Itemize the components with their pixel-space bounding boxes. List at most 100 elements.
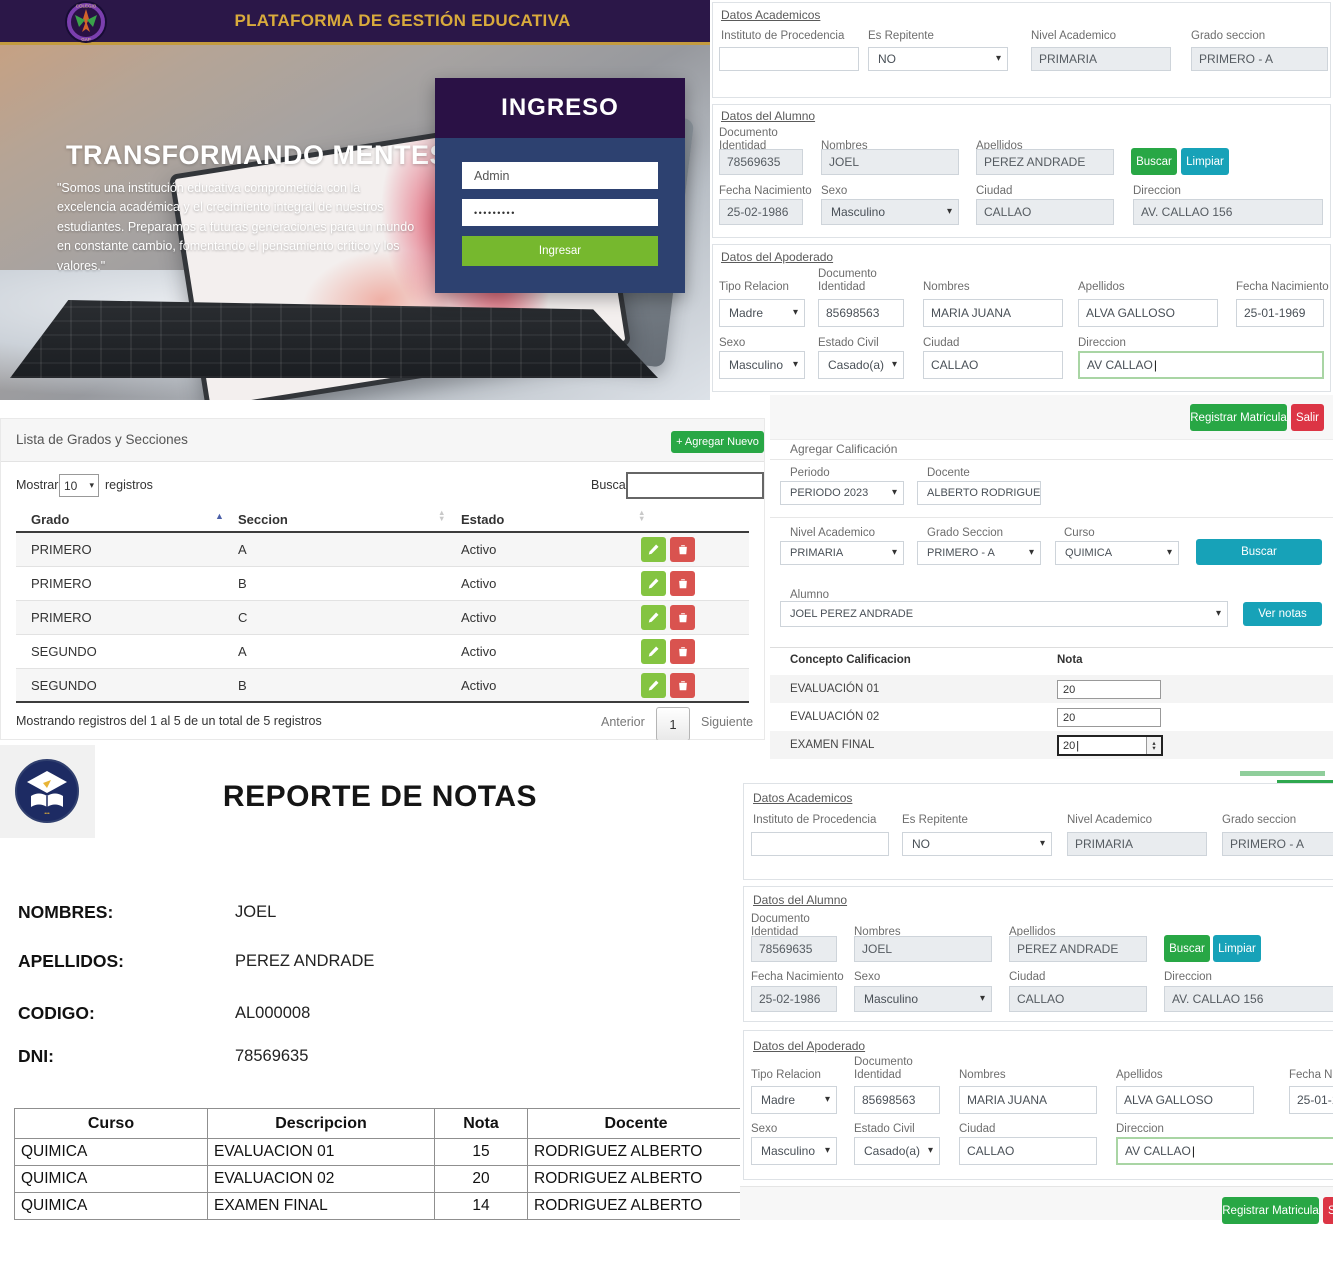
es-repitente-select[interactable]: NO ▾: [868, 47, 1008, 71]
report-col-header: Nota: [435, 1109, 528, 1139]
sort-asc-icon[interactable]: ▲: [215, 511, 224, 521]
divider: [770, 459, 1333, 460]
alumno-select[interactable]: JOEL PEREZ ANDRADE ▾: [780, 601, 1228, 627]
password-input[interactable]: [462, 199, 658, 226]
report-cell: 14: [435, 1193, 528, 1220]
spinner-up-icon[interactable]: ▴: [1152, 739, 1156, 747]
instituto-procedencia-input[interactable]: [719, 47, 859, 71]
salir-button[interactable]: Salir: [1323, 1197, 1333, 1224]
report-field-label: CODIGO:: [18, 1003, 95, 1023]
cell-seccion: B: [238, 576, 247, 591]
cell-seccion: C: [238, 610, 248, 625]
sort-both-icon[interactable]: ▲ ▼: [438, 508, 446, 523]
field-label: Direccion: [1133, 185, 1181, 197]
trash-icon: [678, 613, 687, 623]
username-input[interactable]: [462, 162, 658, 189]
buscar-button[interactable]: Buscar: [1196, 539, 1322, 565]
docente-select[interactable]: ALBERTO RODRIGUEZ ▾: [917, 481, 1041, 505]
matricula-form-top: Datos Academicos Instituto de Procedenci…: [710, 0, 1333, 398]
es-repitente-select[interactable]: NO ▾: [902, 832, 1052, 856]
sexo-select[interactable]: Masculino ▾: [854, 986, 992, 1012]
select-value: Masculino: [864, 992, 919, 1006]
documento-identidad-input[interactable]: [751, 936, 837, 962]
column-header-seccion[interactable]: Seccion: [238, 512, 288, 527]
apoderado-apellidos-input[interactable]: [1078, 299, 1218, 327]
tipo-relacion-select[interactable]: Madre ▾: [751, 1086, 837, 1114]
curso-select[interactable]: QUIMICA ▾: [1055, 541, 1179, 565]
sort-both-icon[interactable]: ▲ ▼: [638, 508, 646, 523]
apoderado-documento-input[interactable]: [854, 1086, 940, 1114]
periodo-select[interactable]: PERIODO 2023 ▾: [780, 481, 904, 505]
delete-button[interactable]: [670, 537, 695, 562]
edit-button[interactable]: [641, 537, 666, 562]
nota-input[interactable]: [1057, 708, 1161, 727]
field-label: Fecha Nacimiento: [719, 185, 812, 197]
estado-civil-select[interactable]: Casado(a) ▾: [818, 351, 904, 379]
buscar-button[interactable]: Buscar: [1164, 935, 1210, 962]
hero-quote: "Somos una institución educativa comprom…: [57, 181, 415, 273]
edit-button[interactable]: [641, 673, 666, 698]
add-new-button[interactable]: + Agregar Nuevo: [671, 431, 764, 453]
report-title: REPORTE DE NOTAS: [222, 780, 538, 813]
search-input[interactable]: [626, 472, 764, 499]
documento-identidad-input[interactable]: [719, 149, 803, 175]
apoderado-ciudad-input[interactable]: [959, 1137, 1097, 1165]
delete-button[interactable]: [670, 639, 695, 664]
registrar-matricula-button[interactable]: Registrar Matricula: [1190, 404, 1287, 431]
ver-notas-button[interactable]: Ver notas: [1243, 602, 1322, 626]
apoderado-apellidos-input[interactable]: [1116, 1086, 1254, 1114]
column-header-grado[interactable]: Grado: [31, 512, 70, 527]
pagination-next[interactable]: Siguiente: [701, 715, 754, 729]
apoderado-nombres-input[interactable]: [923, 299, 1063, 327]
apoderado-ciudad-input[interactable]: [923, 351, 1063, 379]
page-size-select[interactable]: 10 ▾: [59, 474, 99, 497]
edit-button[interactable]: [641, 605, 666, 630]
column-header-nota: Nota: [1057, 654, 1083, 666]
grado-seccion-select[interactable]: PRIMERO - A ▾: [917, 541, 1041, 565]
cell-concepto: EVALUACIÓN 02: [790, 711, 880, 723]
delete-button[interactable]: [670, 673, 695, 698]
apoderado-direccion-input[interactable]: AV CALLAO |: [1116, 1137, 1333, 1165]
section-title: Datos Academicos: [721, 8, 821, 22]
apoderado-direccion-input[interactable]: AV CALLAO |: [1078, 351, 1324, 379]
apoderado-sexo-select[interactable]: Masculino ▾: [751, 1137, 837, 1165]
apoderado-fecha-input[interactable]: [1289, 1086, 1333, 1114]
apoderado-documento-input[interactable]: [818, 299, 904, 327]
buscar-button[interactable]: Buscar: [1131, 148, 1177, 175]
nivel-academico-input: [1067, 832, 1207, 856]
report-field-value: JOEL: [235, 903, 277, 921]
pagination-page-1[interactable]: 1: [656, 707, 690, 741]
pagination-prev[interactable]: Anterior: [601, 715, 645, 729]
instituto-procedencia-input[interactable]: [751, 832, 889, 856]
tipo-relacion-select[interactable]: Madre ▾: [719, 299, 805, 327]
limpiar-button[interactable]: Limpiar: [1213, 935, 1261, 962]
limpiar-button[interactable]: Limpiar: [1181, 148, 1229, 175]
edit-button[interactable]: [641, 639, 666, 664]
chevron-down-icon: ▾: [1166, 547, 1172, 558]
nota-number-input[interactable]: 20 | ▴ ▾: [1057, 735, 1163, 756]
field-label: Docente: [927, 467, 970, 479]
pencil-icon: [648, 578, 659, 589]
nota-input[interactable]: [1057, 680, 1161, 699]
delete-button[interactable]: [670, 605, 695, 630]
salir-button[interactable]: Salir: [1291, 404, 1324, 431]
number-spinner[interactable]: ▴ ▾: [1146, 737, 1161, 754]
login-submit-button[interactable]: Ingresar: [462, 236, 658, 266]
sexo-select[interactable]: Masculino ▾: [821, 199, 959, 225]
apoderado-sexo-select[interactable]: Masculino ▾: [719, 351, 805, 379]
nivel-academico-select[interactable]: PRIMARIA ▾: [780, 541, 904, 565]
grado-seccion-input: [1222, 832, 1333, 856]
select-value: JOEL PEREZ ANDRADE: [790, 608, 914, 620]
report-field-label: NOMBRES:: [18, 902, 114, 922]
estado-civil-select[interactable]: Casado(a) ▾: [854, 1137, 940, 1165]
registrar-matricula-button[interactable]: Registrar Matricula: [1222, 1197, 1319, 1224]
nombres-input: [821, 149, 959, 175]
delete-button[interactable]: [670, 571, 695, 596]
chevron-down-icon: ▾: [891, 359, 897, 370]
edit-button[interactable]: [641, 571, 666, 596]
column-header-estado[interactable]: Estado: [461, 512, 505, 527]
table-row: PRIMERO A Activo: [16, 533, 749, 567]
apoderado-fecha-input[interactable]: [1236, 299, 1324, 327]
apoderado-nombres-input[interactable]: [959, 1086, 1097, 1114]
spinner-down-icon[interactable]: ▾: [1152, 744, 1156, 752]
